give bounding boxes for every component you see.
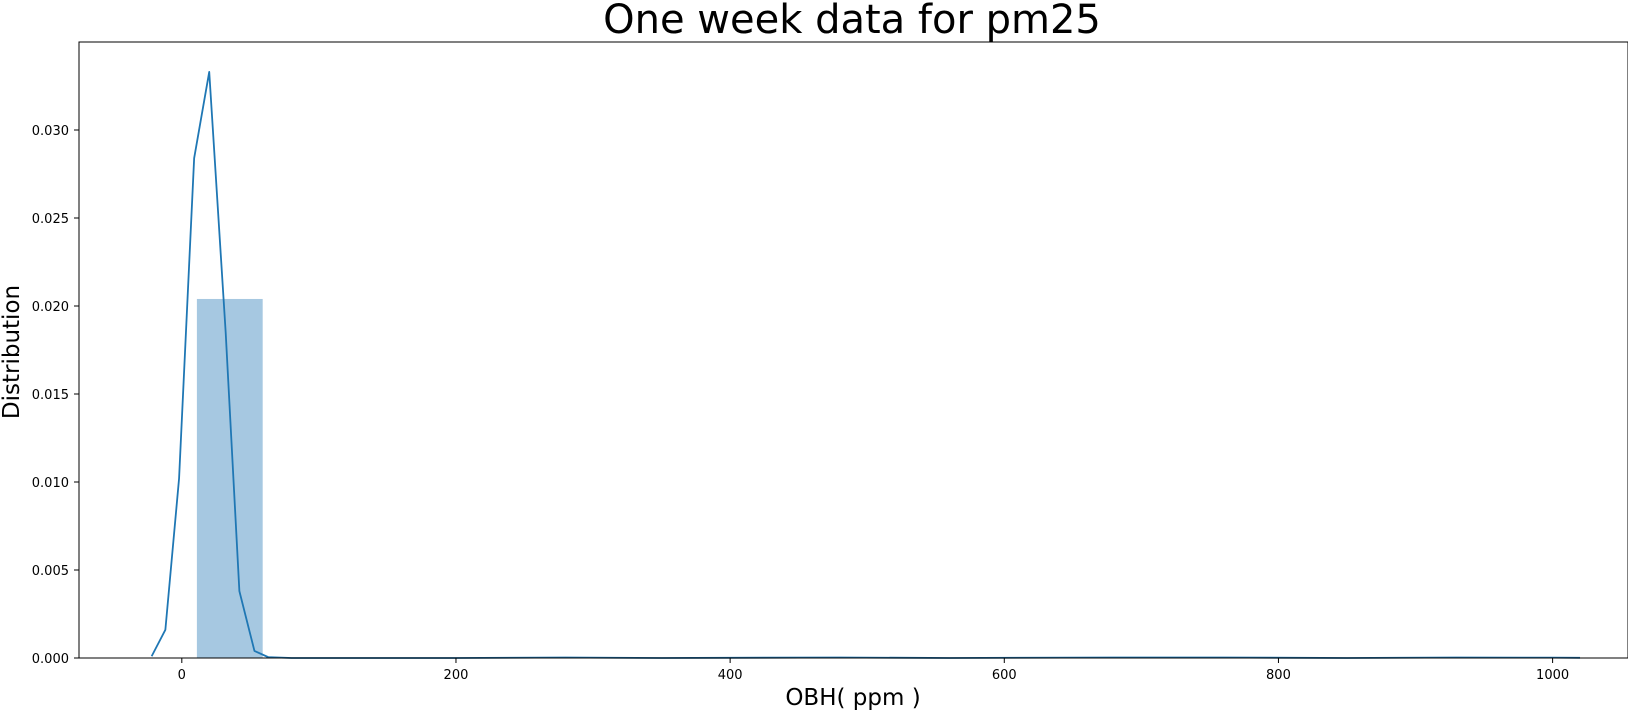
kde-line — [150, 71, 1581, 659]
plot-area — [150, 71, 1581, 659]
y-tick-label: 0.005 — [32, 564, 69, 579]
x-tick-label: 1000 — [1536, 668, 1569, 683]
x-tick-label: 0 — [178, 668, 186, 683]
y-axis: 0.000 0.005 0.010 0.015 0.020 0.025 0.030 — [32, 124, 79, 667]
y-tick-label: 0.000 — [32, 652, 69, 667]
y-tick-label: 0.015 — [32, 388, 69, 403]
y-tick-label: 0.010 — [32, 476, 69, 491]
plot-frame — [78, 41, 1628, 659]
x-axis-label: OBH( ppm ) — [785, 685, 920, 711]
x-tick-label: 200 — [444, 668, 469, 683]
x-axis: 0 200 400 600 800 1000 — [178, 658, 1569, 683]
y-tick-label: 0.025 — [32, 212, 69, 227]
y-tick-label: 0.030 — [32, 124, 69, 139]
x-tick-label: 800 — [1266, 668, 1291, 683]
y-tick-label: 0.020 — [32, 300, 69, 315]
x-tick-label: 600 — [992, 668, 1017, 683]
histogram-bar — [196, 298, 263, 658]
chart-title: One week data for pm25 — [603, 0, 1101, 43]
x-tick-label: 400 — [718, 668, 743, 683]
y-axis-label: Distribution — [0, 285, 25, 419]
